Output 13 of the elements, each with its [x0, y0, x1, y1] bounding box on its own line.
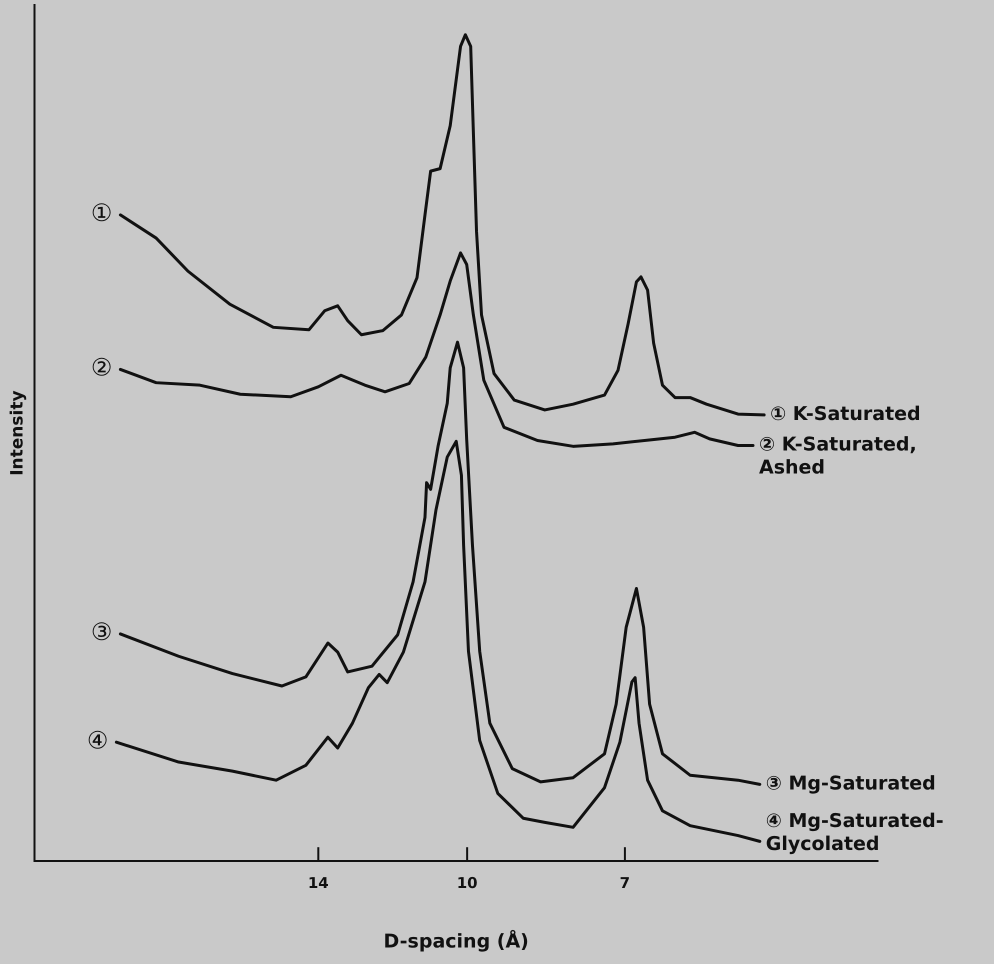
annotation: ④	[86, 726, 108, 754]
annotation: ③	[90, 618, 112, 646]
x-tick-label: 7	[620, 874, 630, 892]
series-label: ① K-Saturated	[770, 402, 921, 425]
annotation: ①	[90, 199, 112, 228]
annotation: ②	[90, 354, 112, 382]
series-label: ④ Mg-Saturated-Glycolated	[766, 810, 944, 856]
x-tick-label: 10	[456, 874, 478, 892]
x-tick-label: 14	[308, 874, 329, 892]
x-axis-title: D-spacing (Å)	[384, 930, 529, 953]
y-axis-title: Intensity	[8, 390, 28, 476]
series-label: ② K-Saturated, Ashed	[758, 433, 917, 478]
series-label: ③ Mg-Saturated	[766, 772, 936, 794]
